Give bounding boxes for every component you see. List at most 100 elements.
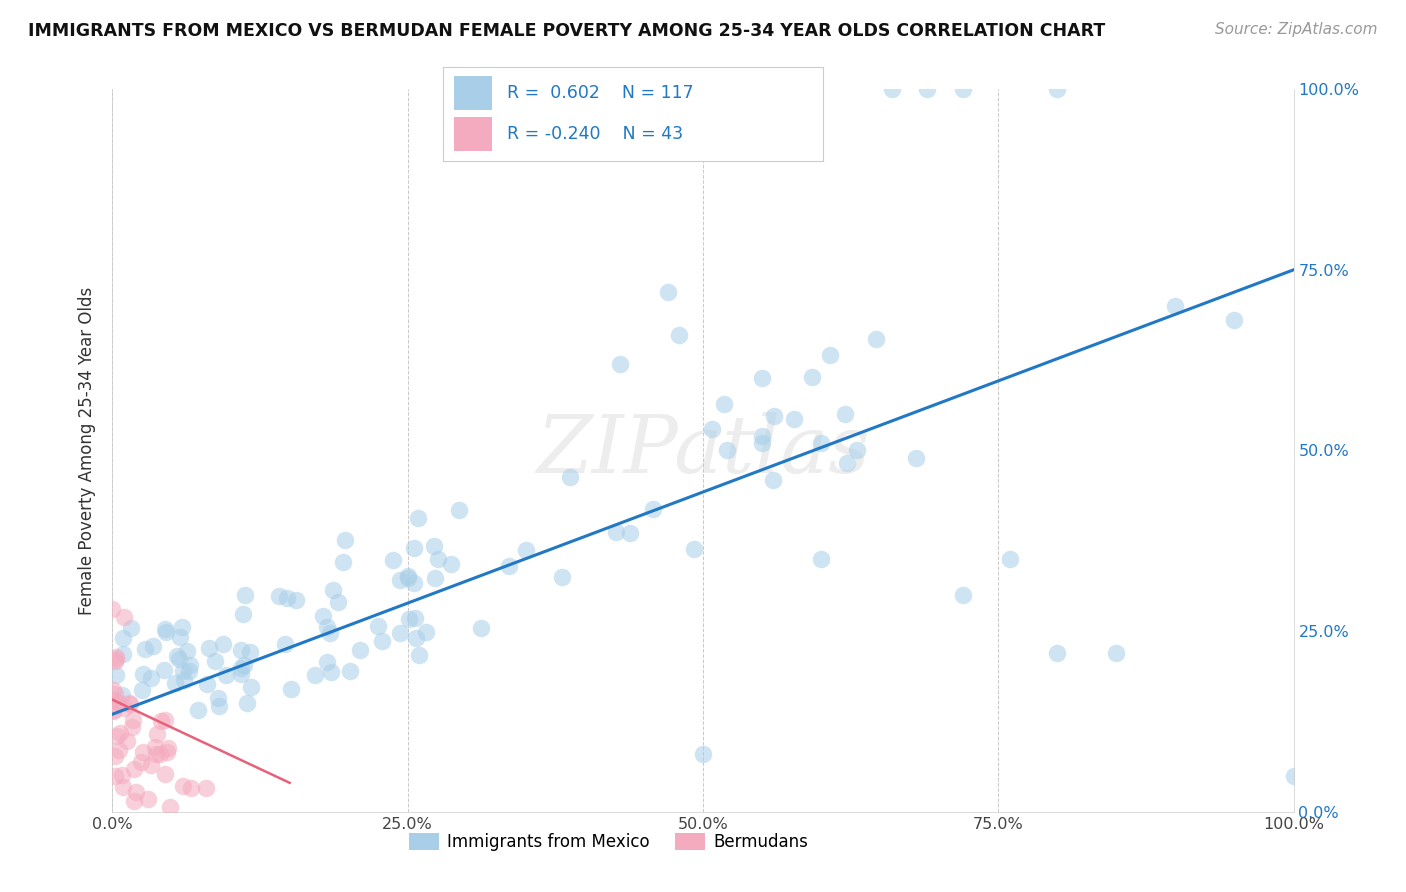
Point <box>692 747 714 761</box>
Point <box>132 666 155 681</box>
Point <box>605 524 627 539</box>
Point <box>405 632 427 646</box>
Point <box>322 583 344 598</box>
Point <box>104 687 127 701</box>
Point <box>215 667 238 681</box>
Point <box>231 667 253 681</box>
Point <box>1223 313 1246 327</box>
Point <box>285 593 308 607</box>
Point <box>440 557 463 571</box>
Point <box>105 729 128 743</box>
Point <box>408 511 430 525</box>
Text: R =  0.602    N = 117: R = 0.602 N = 117 <box>508 84 695 102</box>
Point <box>426 552 449 566</box>
Point <box>153 714 176 728</box>
Point <box>716 443 738 458</box>
Point <box>167 652 190 666</box>
Point <box>166 648 188 663</box>
Point <box>657 285 679 299</box>
Point <box>124 794 146 808</box>
Point <box>904 450 927 465</box>
Point <box>783 411 806 425</box>
Point <box>139 672 162 686</box>
Point <box>150 714 173 728</box>
Point <box>319 665 342 679</box>
Point <box>173 673 195 687</box>
Point <box>762 409 785 424</box>
Point <box>111 768 134 782</box>
Point <box>104 769 127 783</box>
Point <box>713 397 735 411</box>
Point <box>115 734 138 748</box>
Point <box>156 745 179 759</box>
Point <box>810 436 832 450</box>
Point <box>1282 769 1305 783</box>
Point <box>125 784 148 798</box>
Point <box>101 705 124 719</box>
Point <box>195 677 218 691</box>
Point <box>177 665 200 679</box>
Text: IMMIGRANTS FROM MEXICO VS BERMUDAN FEMALE POVERTY AMONG 25-34 YEAR OLDS CORRELAT: IMMIGRANTS FROM MEXICO VS BERMUDAN FEMAL… <box>28 22 1105 40</box>
Point <box>683 542 706 557</box>
Point <box>280 682 302 697</box>
Point <box>207 691 229 706</box>
Point <box>408 648 430 662</box>
Point <box>398 612 420 626</box>
Point <box>312 608 335 623</box>
Point <box>104 748 127 763</box>
Point <box>470 621 492 635</box>
Point <box>619 526 641 541</box>
Point <box>212 637 235 651</box>
Point <box>105 667 128 681</box>
Point <box>156 741 179 756</box>
Point <box>122 714 145 728</box>
Point <box>315 655 337 669</box>
Point <box>172 664 194 678</box>
Point <box>333 533 356 547</box>
Point <box>118 697 141 711</box>
Point <box>423 571 446 585</box>
Point <box>326 595 349 609</box>
Point <box>197 641 219 656</box>
Point <box>108 743 131 757</box>
Point <box>349 643 371 657</box>
Point <box>107 695 129 709</box>
Point <box>112 701 135 715</box>
Point <box>112 609 135 624</box>
Point <box>402 575 425 590</box>
Point <box>371 633 394 648</box>
Point <box>449 503 471 517</box>
Point <box>229 661 252 675</box>
Point <box>551 570 574 584</box>
Point <box>142 640 165 654</box>
Point <box>233 588 256 602</box>
Legend: Immigrants from Mexico, Bermudans: Immigrants from Mexico, Bermudans <box>402 826 814 857</box>
Point <box>1046 82 1069 96</box>
Point <box>641 501 664 516</box>
Point <box>155 624 177 639</box>
Point <box>423 539 446 553</box>
Point <box>382 553 405 567</box>
Point <box>560 470 582 484</box>
Point <box>404 611 426 625</box>
Point <box>136 792 159 806</box>
Point <box>240 680 263 694</box>
Point <box>103 693 125 707</box>
Point <box>208 698 231 713</box>
Point <box>274 637 297 651</box>
Point <box>998 551 1021 566</box>
Point <box>159 800 181 814</box>
Point <box>810 551 832 566</box>
Point <box>880 82 903 96</box>
Point <box>339 665 361 679</box>
Point <box>304 668 326 682</box>
Point <box>129 755 152 769</box>
Point <box>609 357 631 371</box>
Point <box>195 780 218 795</box>
Point <box>233 658 256 673</box>
Text: Source: ZipAtlas.com: Source: ZipAtlas.com <box>1215 22 1378 37</box>
Point <box>952 588 974 602</box>
Text: R = -0.240    N = 43: R = -0.240 N = 43 <box>508 126 683 144</box>
Point <box>111 780 134 794</box>
Point <box>153 663 176 677</box>
